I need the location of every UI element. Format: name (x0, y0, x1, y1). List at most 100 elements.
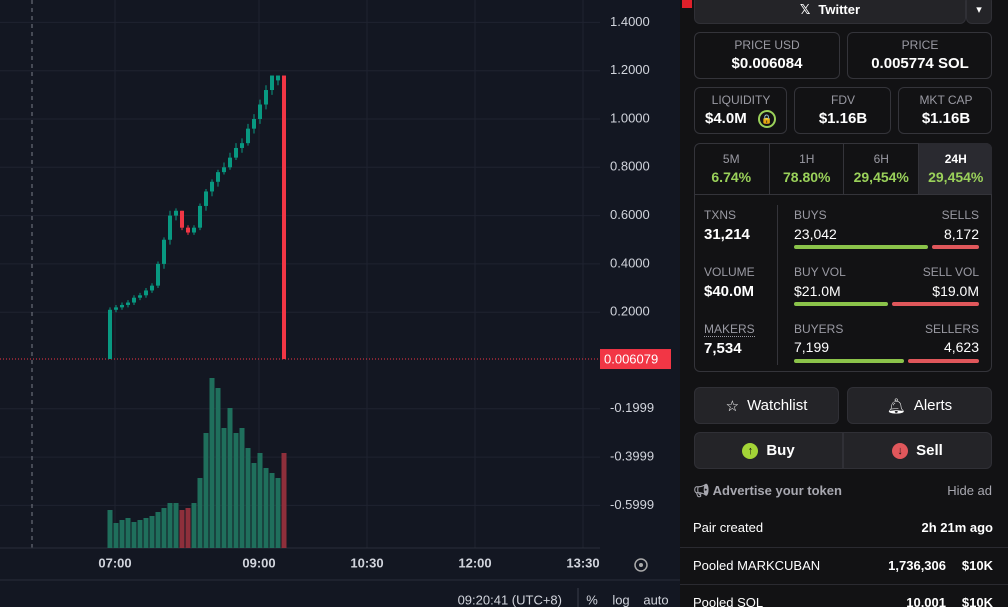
price-usd-box: PRICE USD $0.006084 (694, 32, 840, 79)
candle-body (258, 104, 262, 119)
candle-body (216, 172, 220, 182)
candle-body (120, 304, 124, 308)
candle-body (246, 128, 250, 144)
pair-created-label: Pair created (693, 520, 764, 535)
candle-body (210, 181, 214, 192)
period-label: 24H (944, 152, 967, 166)
dropdown-button[interactable]: ▾ (966, 0, 992, 24)
sell-label: Sell (916, 442, 943, 459)
twitter-label: Twitter (818, 2, 861, 17)
x-tick-label: 07:00 (98, 555, 131, 570)
buy-vol-value: $21.0M (794, 283, 841, 299)
twitter-button[interactable]: 𝕏 Twitter (694, 0, 966, 24)
fdv-box: FDV $1.16B (794, 87, 891, 134)
row-divider (680, 584, 1008, 585)
sell-vol-label: SELL VOL (922, 265, 979, 279)
volume-bar (107, 510, 113, 548)
volume-bar (275, 478, 281, 548)
candle-body (234, 147, 238, 158)
candle-body (222, 167, 226, 173)
settings-icon[interactable] (634, 558, 648, 572)
auto-toggle[interactable]: auto (643, 592, 668, 607)
candle-body (240, 143, 244, 148)
liquidity-label: LIQUIDITY (711, 93, 771, 107)
x-icon: 𝕏 (799, 1, 811, 17)
volume-bar (113, 523, 119, 548)
y-tick-label: -0.5999 (610, 497, 654, 512)
candle-body (138, 295, 142, 298)
sell-button[interactable]: ↓ Sell (843, 432, 992, 469)
fdv-value: $1.16B (818, 110, 868, 127)
candle-body (264, 90, 268, 105)
candle-body (252, 119, 256, 129)
star-icon: ☆ (725, 397, 740, 415)
buys-label: BUYS (794, 208, 827, 222)
period-tab[interactable]: 1H 78.80% (768, 143, 844, 194)
sells-label: SELLS (941, 208, 979, 222)
buy-label: Buy (766, 442, 795, 459)
liquidity-value: $4.0M (705, 110, 747, 127)
period-tab[interactable]: 24H 29,454% (917, 143, 992, 194)
volume-bar (239, 428, 245, 548)
makers-label: MAKERS (704, 322, 755, 337)
buy-vol-bar (794, 302, 888, 306)
percent-toggle[interactable]: % (586, 592, 598, 607)
sellers-bar (908, 359, 979, 363)
period-label: 1H (799, 152, 815, 166)
fdv-label: FDV (831, 93, 855, 107)
period-tab[interactable]: 6H 29,454% (843, 143, 918, 194)
y-tick-label: 0.8000 (610, 159, 650, 174)
candle-body (156, 263, 160, 286)
candle-body (174, 210, 178, 216)
bell-icon: 🔔︎ (886, 397, 906, 415)
buyers-bar (794, 359, 904, 363)
candle-body (162, 239, 166, 264)
log-toggle[interactable]: log (612, 592, 629, 607)
pooled-token-usd: $10K (961, 558, 993, 573)
volume-bar (263, 468, 269, 548)
period-value: 6.74% (711, 169, 752, 185)
price-box: PRICE 0.005774 SOL (847, 32, 992, 79)
candle-body (282, 75, 286, 360)
y-tick-label: 0.2000 (610, 304, 650, 319)
period-tab[interactable]: 5M 6.74% (694, 143, 769, 194)
buyers-value: 7,199 (794, 339, 830, 355)
volume-value: $40.0M (704, 283, 755, 300)
pooled-token-amount: 1,736,306 (888, 558, 946, 573)
y-tick-label: 1.4000 (610, 14, 650, 29)
volume-bar (161, 508, 167, 548)
period-label: 5M (722, 152, 740, 166)
stats-divider (777, 205, 778, 365)
x-tick-label: 09:00 (242, 555, 275, 570)
buy-vol-label: BUY VOL (794, 265, 846, 279)
volume-bar (227, 408, 233, 548)
period-label: 6H (873, 152, 889, 166)
volume-bar (197, 478, 203, 548)
y-tick-label: 1.0000 (610, 110, 650, 125)
alerts-label: Alerts (913, 397, 953, 414)
advertise-link[interactable]: 📢︎ Advertise your token (693, 483, 842, 498)
price-label-box (600, 349, 671, 370)
advertise-label: Advertise your token (712, 483, 842, 498)
hide-ad-link[interactable]: Hide ad (947, 483, 992, 498)
pooled-sol-amount: 10,001 (906, 595, 946, 607)
volume-bar (143, 518, 149, 548)
candle-body (270, 75, 274, 91)
period-value: 78.80% (783, 169, 831, 185)
sell-vol-value: $19.0M (932, 283, 979, 299)
candle-body (228, 157, 232, 168)
sell-vol-bar (892, 302, 979, 306)
volume-bar (137, 520, 143, 548)
price-value: 0.005774 SOL (871, 55, 969, 72)
makers-value: 7,534 (704, 340, 742, 357)
sellers-label: SELLERS (924, 322, 979, 336)
row-divider (680, 547, 1008, 548)
watchlist-button[interactable]: ☆ Watchlist (694, 387, 839, 424)
candle-body (198, 205, 202, 228)
sells-value: 8,172 (943, 226, 979, 242)
pair-created-value: 2h 21m ago (921, 520, 993, 535)
buy-button[interactable]: ↑ Buy (694, 432, 843, 469)
candle-body (108, 309, 112, 360)
alerts-button[interactable]: 🔔︎ Alerts (847, 387, 992, 424)
volume-bar (209, 378, 215, 548)
